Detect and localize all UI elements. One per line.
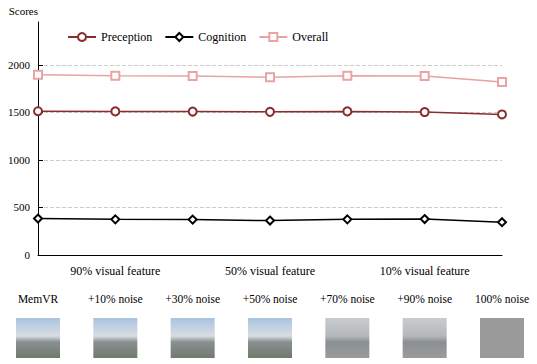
svg-text:90% visual feature: 90% visual feature bbox=[70, 264, 160, 278]
svg-text:MemVR: MemVR bbox=[18, 293, 59, 305]
svg-text:Preception: Preception bbox=[101, 30, 152, 44]
svg-text:Overall: Overall bbox=[292, 30, 329, 44]
svg-text:1000: 1000 bbox=[8, 154, 31, 166]
svg-text:1500: 1500 bbox=[8, 106, 31, 118]
svg-text:Scores: Scores bbox=[9, 5, 38, 17]
svg-text:100% noise: 100% noise bbox=[475, 293, 529, 305]
svg-text:2000: 2000 bbox=[8, 59, 31, 71]
svg-text:+50% noise: +50% noise bbox=[243, 293, 298, 305]
svg-text:0: 0 bbox=[25, 249, 31, 261]
svg-text:10% visual feature: 10% visual feature bbox=[380, 264, 470, 278]
svg-text:+30% noise: +30% noise bbox=[165, 293, 220, 305]
svg-text:+10% noise: +10% noise bbox=[88, 293, 143, 305]
svg-text:Cognition: Cognition bbox=[198, 30, 246, 44]
svg-text:+90% noise: +90% noise bbox=[397, 293, 452, 305]
svg-text:+70% noise: +70% noise bbox=[320, 293, 375, 305]
svg-text:50% visual feature: 50% visual feature bbox=[225, 264, 315, 278]
svg-text:500: 500 bbox=[14, 201, 31, 213]
